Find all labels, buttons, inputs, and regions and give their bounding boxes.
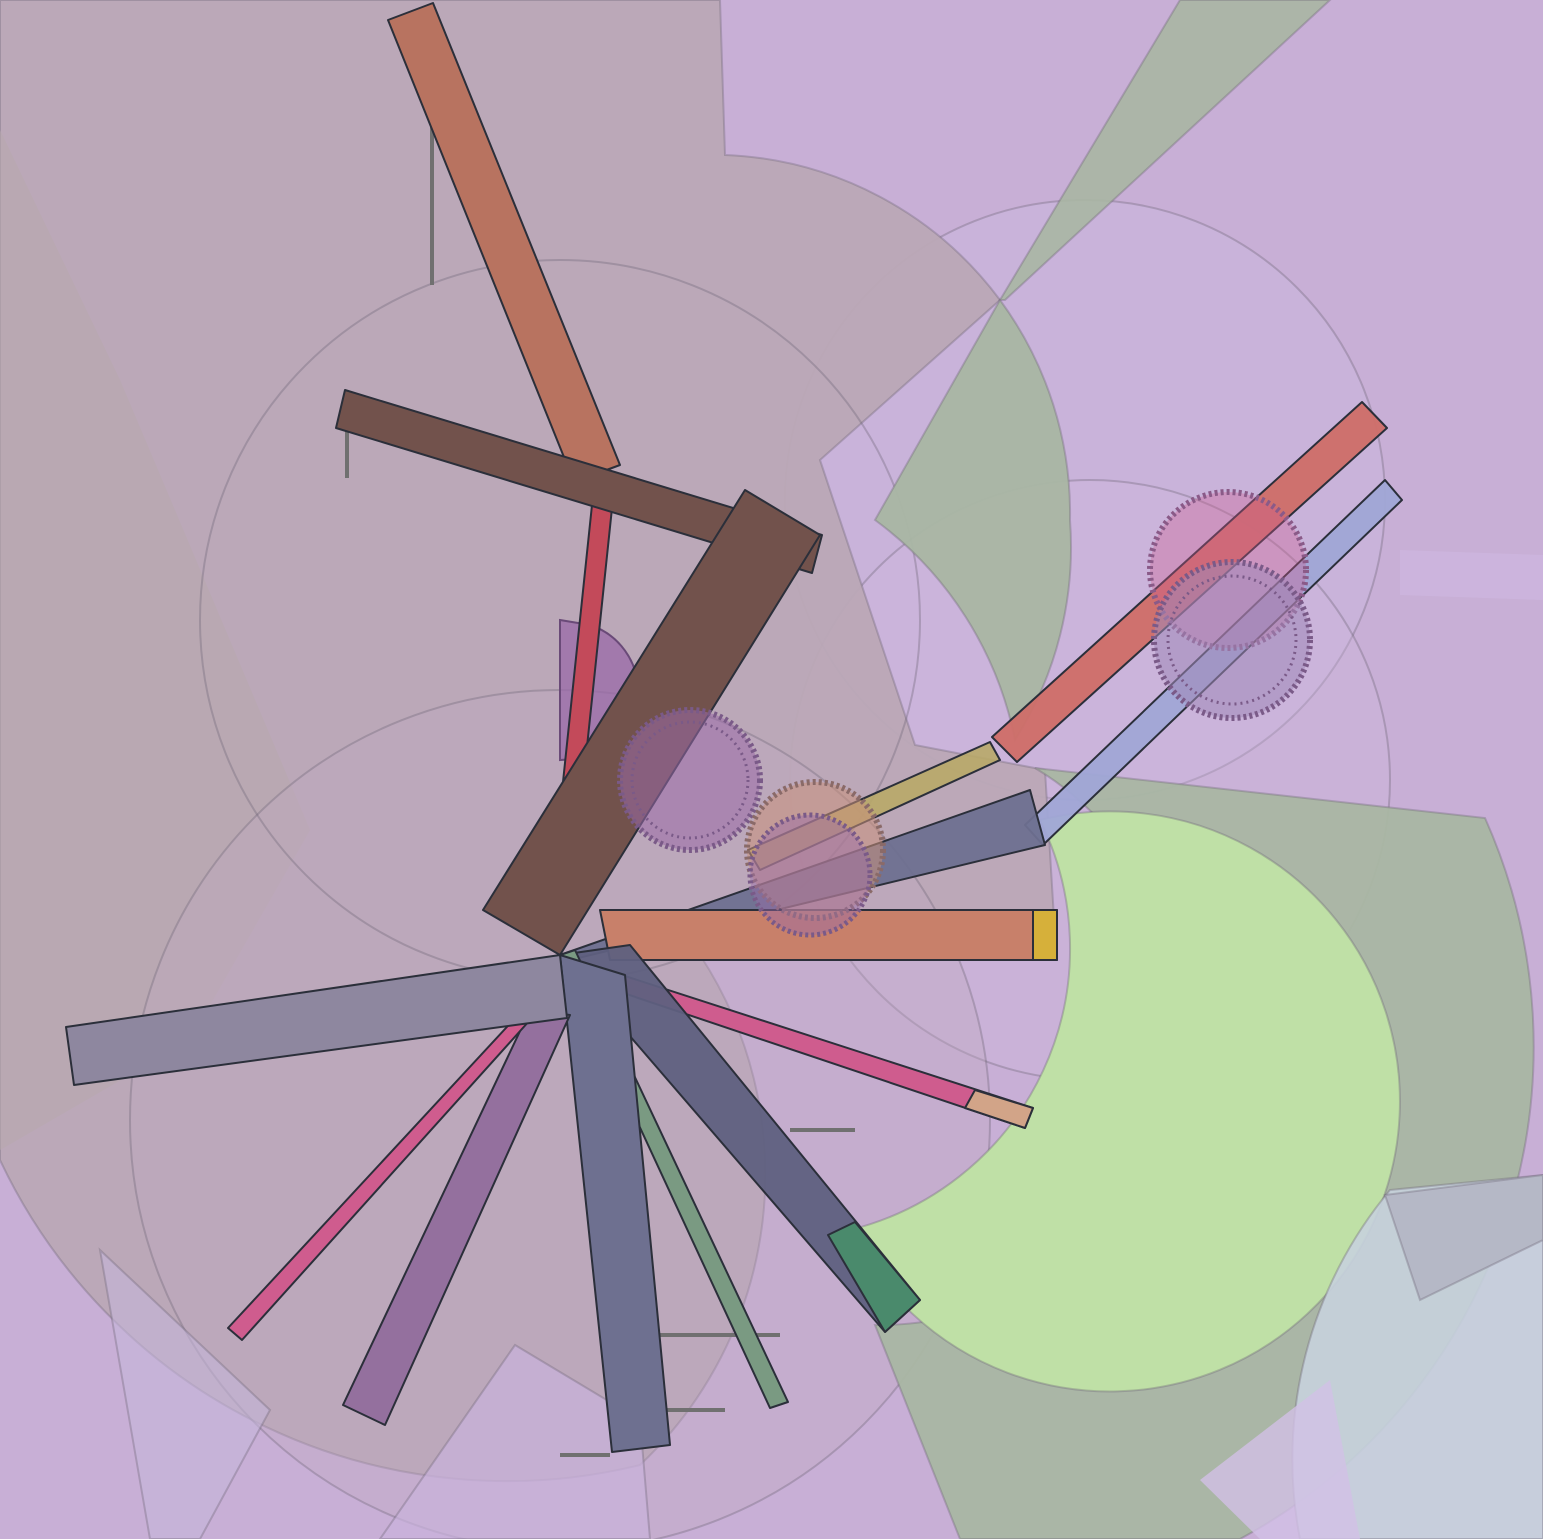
- lavender-corner: [1200, 1380, 1360, 1539]
- gear-ring-right: [1147, 489, 1313, 721]
- tan-tip-right: [964, 1089, 1034, 1129]
- lime-disc: [848, 810, 1401, 1393]
- sage-crescent: [873, 298, 1073, 743]
- slate-bar-down: [559, 954, 671, 1453]
- sage-fan-top: [998, 0, 1332, 301]
- green-bar-tip: [827, 1221, 921, 1333]
- gear-ring-center: [744, 779, 886, 938]
- brown-bar-horizontal: [335, 389, 823, 574]
- mustard-tip: [1032, 909, 1058, 961]
- lavender-band-right: [1400, 550, 1543, 600]
- lavender-shard-left: [98, 1247, 272, 1539]
- grey-wedge: [1383, 1173, 1543, 1302]
- grey-purple-bar: [65, 954, 568, 1086]
- gear-ring-left: [617, 707, 763, 853]
- orange-bar-top: [387, 2, 621, 483]
- taupe-shade-left: [0, 130, 310, 1150]
